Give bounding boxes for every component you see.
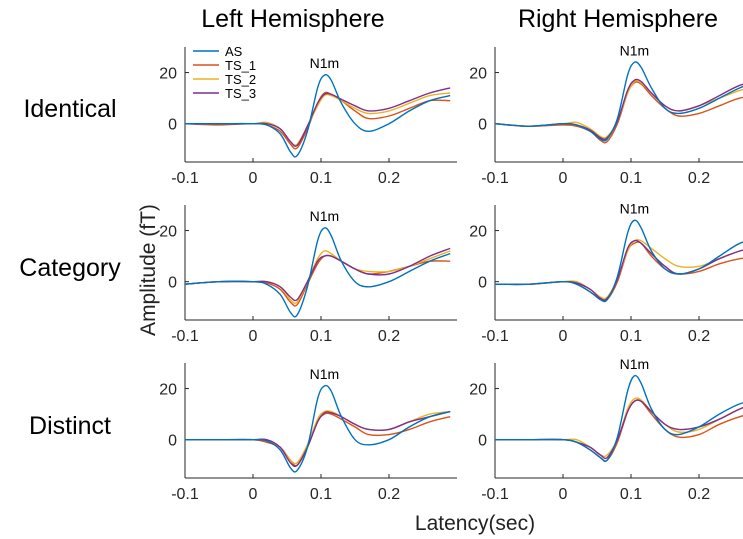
series-line-ts-3 [184, 247, 451, 302]
y-tick-label: 0 [478, 275, 487, 292]
panel-category-right: -0.1 0 0.1 0.2 0 20 N1m [469, 200, 743, 345]
series-line-as [185, 73, 451, 158]
series-line-as [494, 219, 743, 303]
x-tick-label: 0.2 [688, 170, 710, 187]
y-tick-label: 20 [159, 224, 177, 241]
x-tick-label: 0.2 [688, 328, 710, 345]
y-tick-label: 20 [159, 66, 177, 83]
series-line-ts-2 [495, 397, 743, 458]
series-line-as [185, 384, 451, 473]
n1m-annotation: N1m [310, 55, 340, 71]
series-line-ts-2 [184, 250, 451, 305]
panel-distinct-right: -0.1 0 0.1 0.2 0 20 N1m [469, 356, 743, 503]
column-title-right: Right Hemisphere [518, 5, 718, 33]
series-line-as [495, 374, 743, 463]
y-tick-label: 0 [168, 117, 177, 134]
x-tick-label: -0.1 [171, 328, 199, 345]
x-tick-label: 0.1 [310, 486, 332, 503]
n1m-annotation: N1m [620, 200, 650, 216]
series-line-as [494, 61, 743, 142]
x-tick-label: 0 [249, 328, 258, 345]
legend-label: TS_2 [225, 72, 256, 87]
panel-distinct-left: -0.1 0 0.1 0.2 0 20 N1m [159, 363, 457, 503]
series-line-ts-2 [494, 79, 743, 139]
panel-category-left: -0.1 0 0.1 0.2 0 20 N1m [159, 205, 457, 345]
y-tick-label: 20 [469, 224, 487, 241]
legend-label: AS [225, 44, 243, 59]
series-line-as [184, 227, 451, 318]
n1m-annotation: N1m [310, 366, 340, 382]
row-label-distinct: Distinct [29, 412, 111, 440]
y-tick-label: 0 [478, 117, 487, 134]
n1m-annotation: N1m [620, 42, 650, 58]
x-tick-label: 0 [249, 486, 258, 503]
x-tick-label: 0.2 [378, 328, 400, 345]
x-tick-label: 0 [559, 486, 568, 503]
x-tick-label: 0.1 [620, 170, 642, 187]
y-tick-label: 0 [168, 275, 177, 292]
x-tick-label: 0.2 [378, 170, 400, 187]
x-tick-label: 0.1 [310, 170, 332, 187]
legend-label: TS_1 [225, 58, 256, 73]
n1m-annotation: N1m [310, 208, 340, 224]
column-title-left: Left Hemisphere [201, 5, 384, 33]
x-tick-label: -0.1 [481, 170, 509, 187]
series-line-ts-1 [184, 254, 451, 307]
row-label-identical: Identical [23, 95, 116, 123]
panel-identical-left: -0.1 0 0.1 0.2 0 20 N1m [159, 47, 457, 187]
series-line-ts-3 [185, 410, 451, 468]
y-tick-label: 20 [159, 382, 177, 399]
series-line-ts-2 [494, 238, 743, 300]
series-line-ts-2 [185, 92, 451, 146]
legend-label: TS_3 [225, 86, 256, 101]
x-tick-label: 0 [249, 170, 258, 187]
x-tick-label: -0.1 [481, 486, 509, 503]
x-axis-title: Latency(sec) [415, 512, 535, 535]
y-axis-title: Amplitude (fT) [137, 204, 160, 336]
n1m-annotation: N1m [620, 356, 650, 372]
x-tick-label: 0 [559, 170, 568, 187]
x-tick-label: 0 [559, 328, 568, 345]
row-label-category: Category [19, 254, 121, 282]
y-tick-label: 20 [469, 382, 487, 399]
x-tick-label: 0.1 [620, 486, 642, 503]
x-tick-label: -0.1 [171, 170, 199, 187]
y-tick-label: 0 [168, 433, 177, 450]
series-line-ts-3 [494, 78, 743, 140]
series-line-ts-2 [185, 410, 451, 465]
series-line-ts-3 [185, 87, 451, 147]
x-tick-label: -0.1 [171, 486, 199, 503]
y-tick-label: 20 [469, 66, 487, 83]
x-tick-label: 0.1 [620, 328, 642, 345]
panel-identical-right: -0.1 0 0.1 0.2 0 20 N1m [469, 42, 743, 187]
x-tick-label: 0.1 [310, 328, 332, 345]
x-tick-label: 0.2 [688, 486, 710, 503]
y-tick-label: 0 [478, 433, 487, 450]
x-tick-label: 0.2 [378, 486, 400, 503]
x-tick-label: -0.1 [481, 328, 509, 345]
